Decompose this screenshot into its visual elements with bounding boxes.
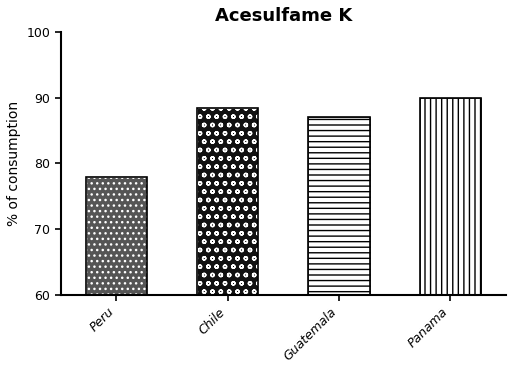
Bar xyxy=(197,108,259,295)
Bar xyxy=(308,118,370,295)
Bar xyxy=(420,98,481,295)
Title: Acesulfame K: Acesulfame K xyxy=(215,7,352,25)
Bar xyxy=(308,118,370,295)
Bar xyxy=(197,108,259,295)
Bar xyxy=(420,98,481,295)
Y-axis label: % of consumption: % of consumption xyxy=(7,101,21,226)
Bar xyxy=(86,176,147,295)
Bar xyxy=(86,176,147,295)
